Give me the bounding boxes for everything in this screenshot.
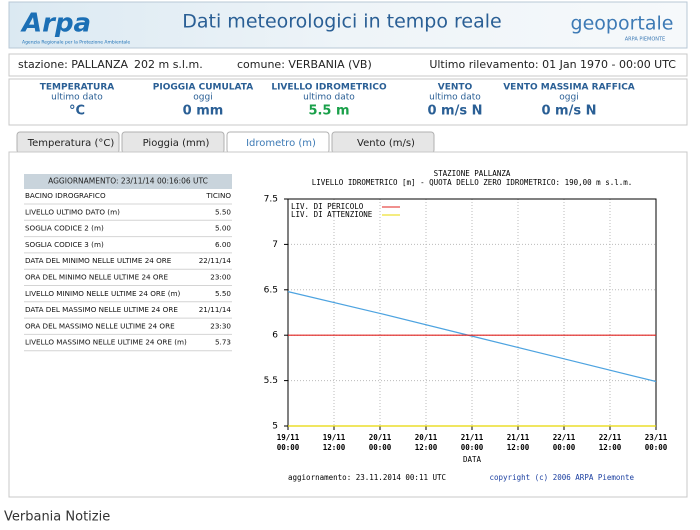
row-value: 5.50: [215, 207, 231, 216]
station-municipality: comune: VERBANIA (VB): [237, 58, 372, 71]
row-value: 5.73: [215, 338, 231, 347]
summary-sub: ultimo dato: [429, 93, 481, 103]
summary-box: [8, 78, 688, 126]
caption: Verbania Notizie: [4, 510, 110, 525]
legend-label: LIV. DI PERICOLO: [291, 202, 364, 211]
x-tick-date: 21/11: [507, 433, 530, 442]
x-tick-date: 22/11: [553, 433, 576, 442]
summary-sub: ultimo dato: [303, 93, 355, 103]
x-tick-date: 20/11: [369, 433, 392, 442]
row-value: 23:00: [210, 273, 231, 282]
tab-label[interactable]: Vento (m/s): [357, 138, 415, 149]
row-label: DATA DEL MINIMO NELLE ULTIME 24 ORE: [25, 256, 172, 265]
row-label: SOGLIA CODICE 2 (m): [25, 224, 104, 233]
x-tick-time: 12:00: [415, 443, 438, 452]
content-panel: [8, 151, 688, 498]
logo-subtitle: Agenzia Regionale per la Protezione Ambi…: [22, 40, 130, 46]
row-label: LIVELLO ULTIMO DATO (m): [25, 207, 120, 216]
row-label: ORA DEL MINIMO NELLE ULTIME 24 ORE: [25, 273, 169, 282]
chart-footer: aggiornamento: 23.11.2014 00:11 UTC: [288, 473, 446, 482]
y-tick-label: 5: [272, 422, 278, 432]
chart-credit: copyright (c) 2006 ARPA Piemonte: [490, 473, 635, 482]
brand: geoportale: [571, 13, 674, 35]
y-tick-label: 6.5: [264, 285, 278, 295]
x-tick-date: 20/11: [415, 433, 438, 442]
table-header-bg: [24, 174, 232, 189]
station-bar: [8, 53, 688, 77]
tab-label[interactable]: Temperatura (°C): [27, 138, 115, 149]
x-tick-time: 00:00: [277, 443, 300, 452]
chart-subtitle: LIVELLO IDROMETRICO [m] - QUOTA DELLO ZE…: [312, 178, 633, 187]
x-tick-time: 12:00: [507, 443, 530, 452]
summary-label: PIOGGIA CUMULATA: [153, 83, 253, 93]
tab-label[interactable]: Idrometro (m): [246, 138, 316, 149]
x-tick-date: 19/11: [323, 433, 346, 442]
summary-value: 0 mm: [183, 104, 224, 119]
summary-value: 0 m/s N: [541, 104, 596, 119]
summary-sub: oggi: [193, 93, 212, 103]
tab-label[interactable]: Pioggia (mm): [143, 138, 210, 149]
summary-label: VENTO: [438, 83, 473, 93]
summary-sub: ultimo dato: [51, 93, 103, 103]
summary-label: VENTO MASSIMA RAFFICA: [503, 83, 635, 93]
summary-value: °C: [69, 104, 85, 119]
y-tick-label: 5.5: [264, 376, 278, 386]
x-tick-time: 00:00: [645, 443, 668, 452]
logo: Arpa: [20, 9, 91, 39]
summary-label: TEMPERATURA: [40, 83, 115, 93]
x-tick-date: 22/11: [599, 433, 622, 442]
row-value: 5.50: [215, 289, 231, 298]
station-name: stazione: PALLANZA: [18, 58, 129, 71]
x-tick-date: 23/11: [645, 433, 668, 442]
x-tick-date: 21/11: [461, 433, 484, 442]
legend-label: LIV. DI ATTENZIONE: [291, 210, 373, 219]
last-reading: Ultimo rilevamento: 01 Jan 1970 - 00:00 …: [429, 58, 676, 71]
row-value: 5.00: [215, 224, 231, 233]
x-tick-time: 00:00: [553, 443, 576, 452]
y-tick-label: 7.5: [264, 195, 278, 205]
row-value: 21/11/14: [199, 305, 232, 314]
x-tick-date: 19/11: [277, 433, 300, 442]
row-label: SOGLIA CODICE 3 (m): [25, 240, 104, 249]
x-tick-time: 00:00: [369, 443, 392, 452]
summary-sub: oggi: [559, 93, 578, 103]
brand-subtitle: ARPA PIEMONTE: [625, 37, 665, 43]
chart-title: STAZIONE PALLANZA: [434, 169, 511, 178]
row-value: 22/11/14: [199, 256, 232, 265]
x-tick-time: 12:00: [599, 443, 622, 452]
y-tick-label: 6: [272, 331, 278, 341]
table-header: AGGIORNAMENTO: 23/11/14 00:16:06 UTC: [48, 177, 208, 186]
row-value: TICINO: [205, 191, 231, 200]
data-line: [287, 291, 657, 383]
header-bar: [8, 1, 688, 49]
station-altitude: 202 m s.l.m.: [134, 58, 203, 71]
row-value: 6.00: [215, 240, 231, 249]
row-value: 23:30: [210, 321, 231, 330]
row-label: LIVELLO MINIMO NELLE ULTIME 24 ORE (m): [25, 289, 181, 298]
summary-value: 0 m/s N: [427, 104, 482, 119]
row-label: ORA DEL MASSIMO NELLE ULTIME 24 ORE: [25, 321, 175, 330]
summary-label: LIVELLO IDROMETRICO: [271, 83, 387, 93]
row-label: DATA DEL MASSIMO NELLE ULTIME 24 ORE: [25, 305, 178, 314]
x-tick-time: 12:00: [323, 443, 346, 452]
x-axis-label: DATA: [463, 455, 482, 464]
y-tick-label: 7: [272, 240, 278, 250]
row-label: LIVELLO MASSIMO NELLE ULTIME 24 ORE (m): [25, 338, 187, 347]
x-tick-time: 00:00: [461, 443, 484, 452]
row-label: BACINO IDROGRAFICO: [25, 191, 106, 200]
summary-value: 5.5 m: [308, 104, 349, 119]
header-title: Dati meteorologici in tempo reale: [182, 11, 501, 33]
